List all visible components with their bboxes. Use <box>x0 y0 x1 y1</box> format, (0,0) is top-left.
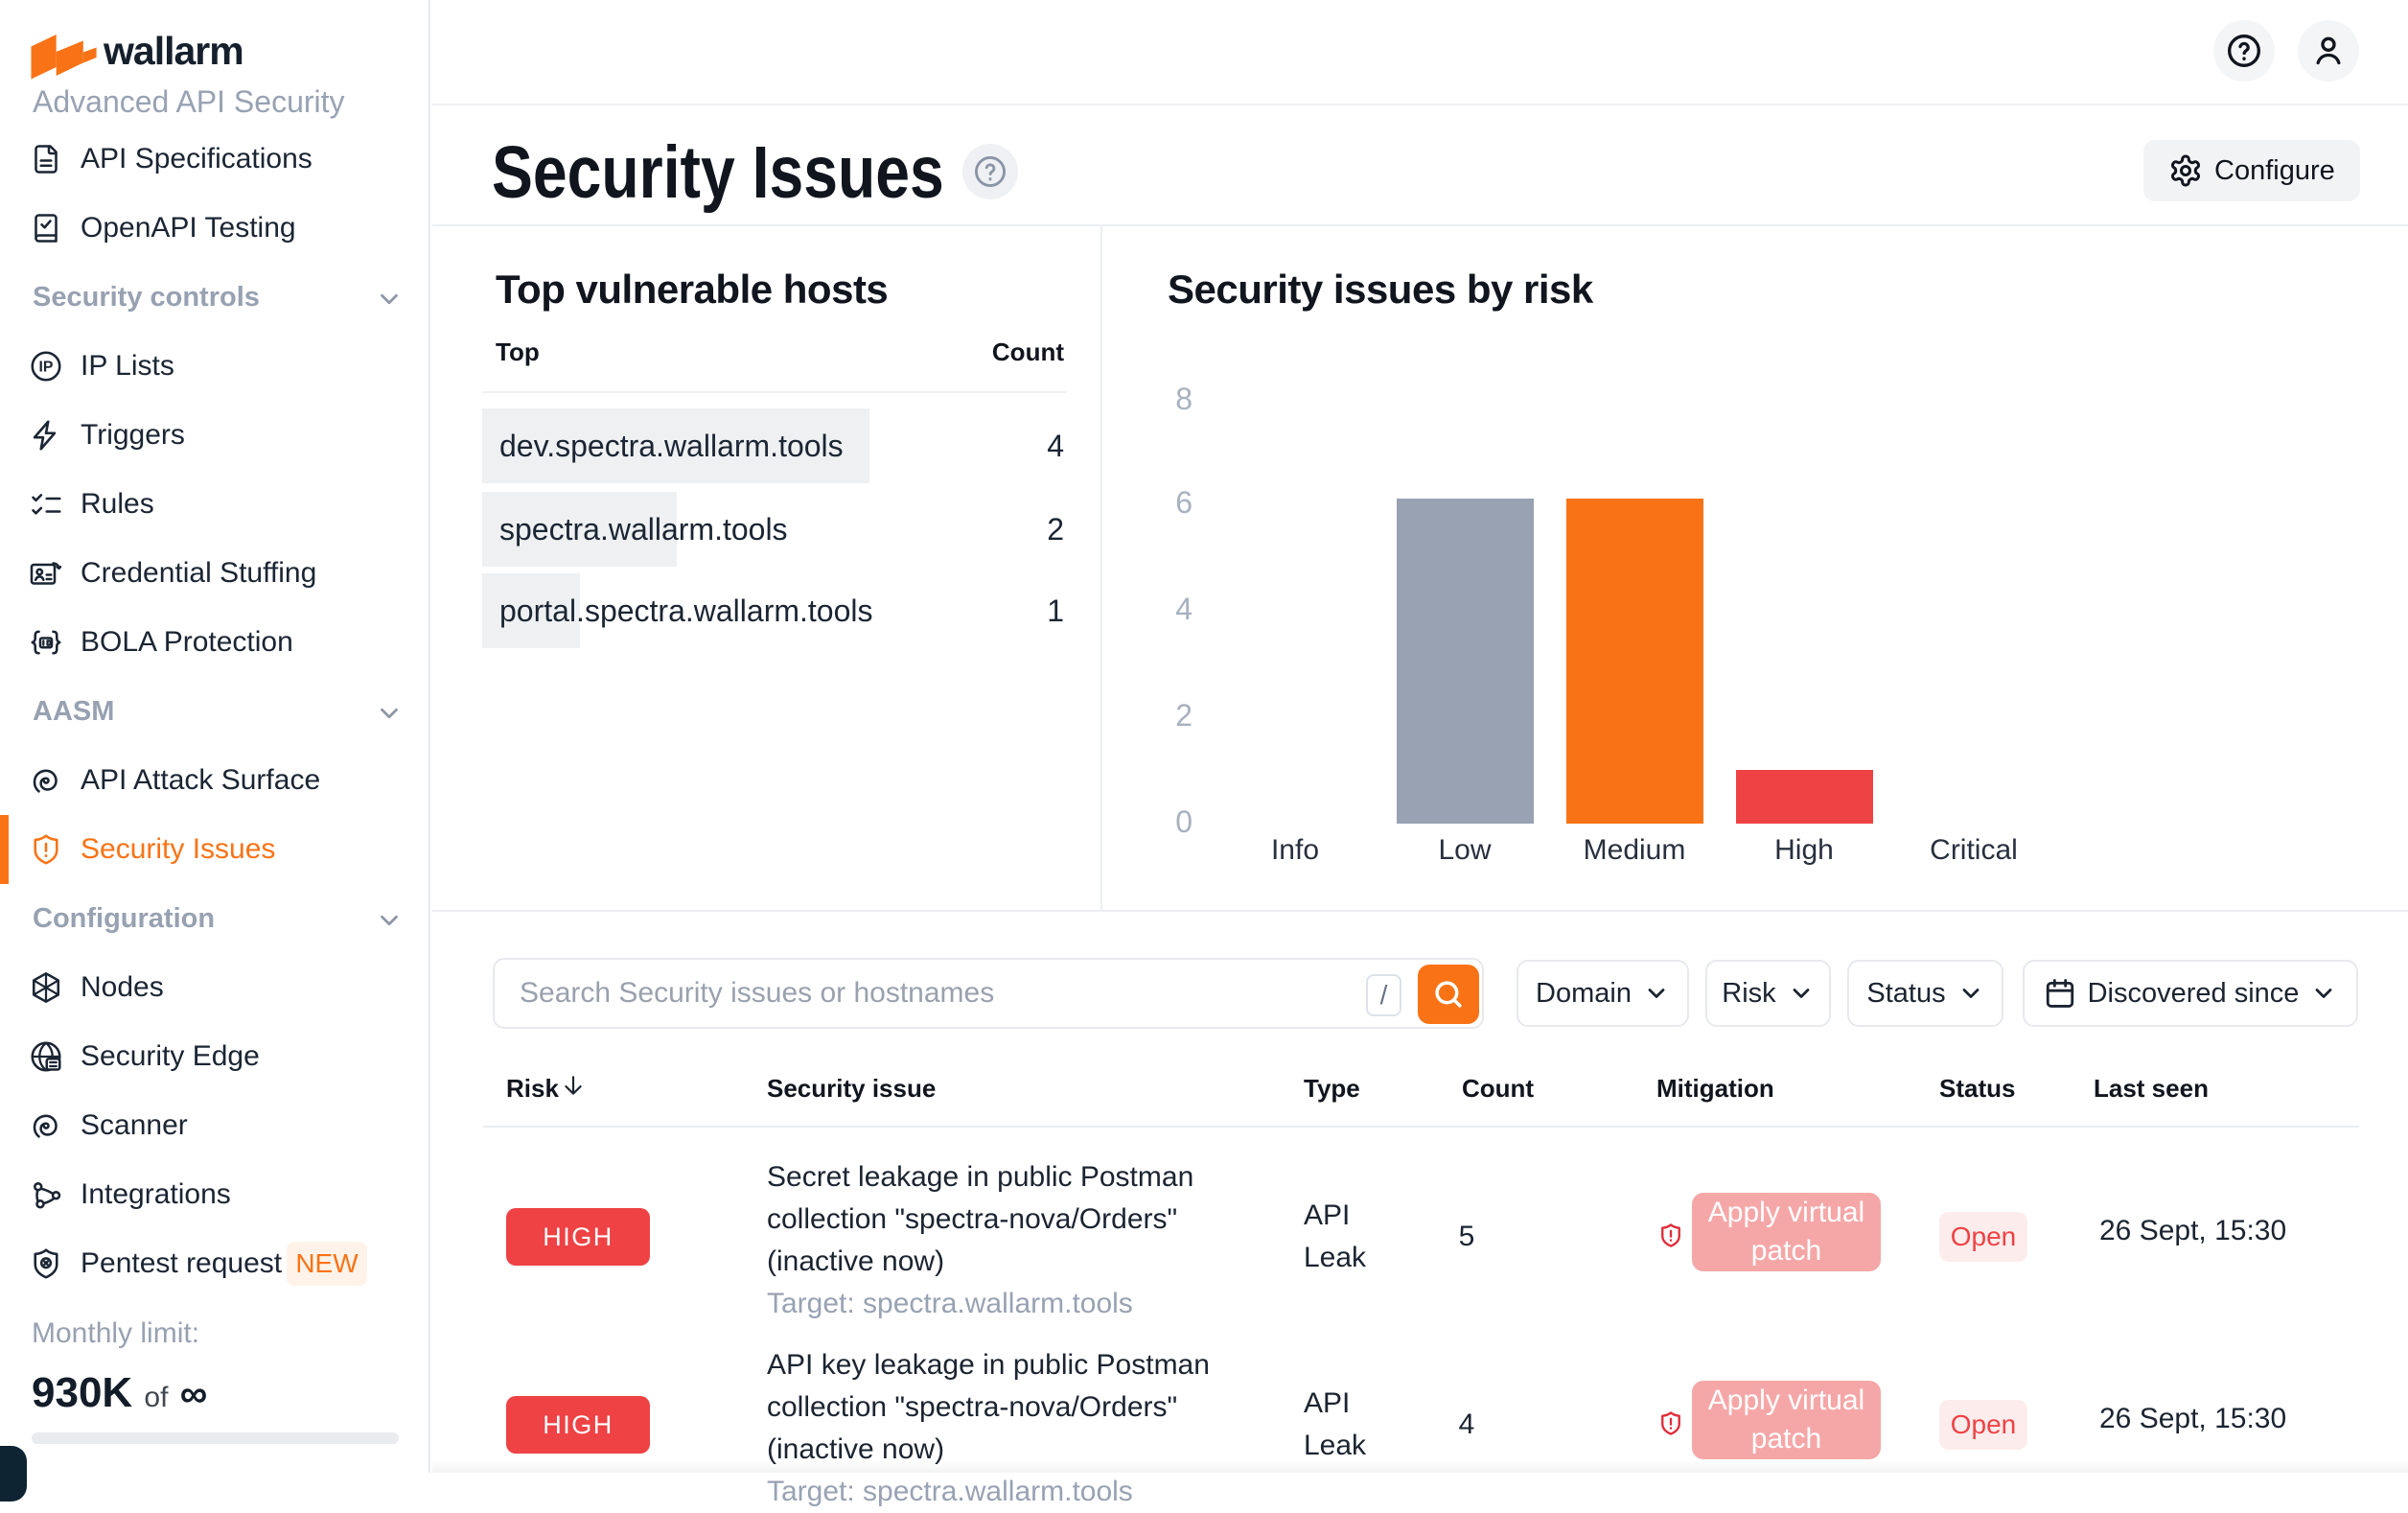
svg-text:IP: IP <box>39 360 54 376</box>
